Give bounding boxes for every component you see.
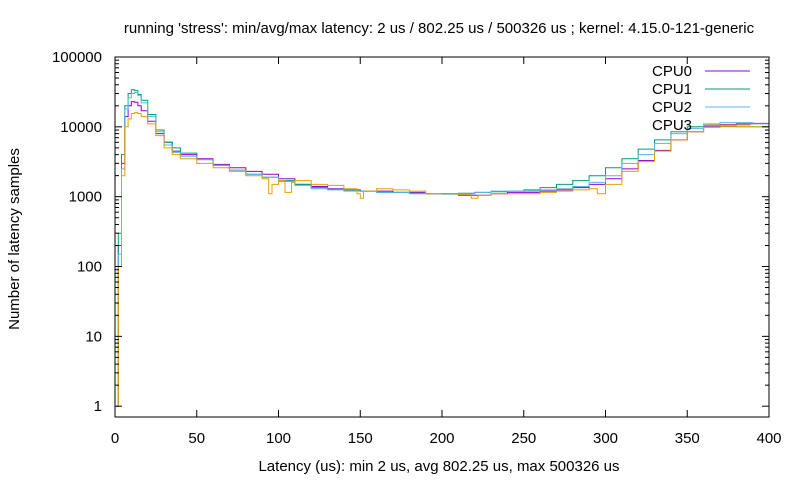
y-tick-label: 100 [77,259,102,276]
series-line-cpu3 [116,112,770,407]
y-axis-label: Number of latency samples [6,148,23,330]
x-tick-label: 250 [511,430,536,447]
legend-label-cpu3: CPU3 [652,117,692,134]
legend-label-cpu2: CPU2 [652,99,692,116]
x-tick-label: 300 [593,430,618,447]
y-tick-label: 1 [94,398,102,415]
x-tick-label: 50 [188,430,205,447]
series-layer [116,89,770,407]
x-tick-label: 150 [348,430,373,447]
x-tick-label: 400 [756,430,781,447]
x-tick-label: 0 [111,430,119,447]
y-tick-label: 10000 [60,119,102,136]
series-line-cpu2 [116,92,770,407]
x-axis-label: Latency (us): min 2 us, avg 802.25 us, m… [258,458,619,475]
plot-frame [114,56,770,418]
legend-label-cpu0: CPU0 [652,63,692,80]
axis-ticks: 0 50 100 150 200 250 300 350 400 1 10 100 1000 10000 1… [52,49,782,447]
legend-label-cpu1: CPU1 [652,81,692,98]
x-tick-label: 100 [266,430,291,447]
y-tick-label: 10 [85,328,102,345]
chart-title: running 'stress': min/avg/max latency: 2… [124,20,755,37]
y-tick-label: 1000 [69,189,102,206]
y-tick-label: 100000 [52,49,102,66]
x-tick-label: 350 [675,430,700,447]
x-tick-label: 200 [429,430,454,447]
